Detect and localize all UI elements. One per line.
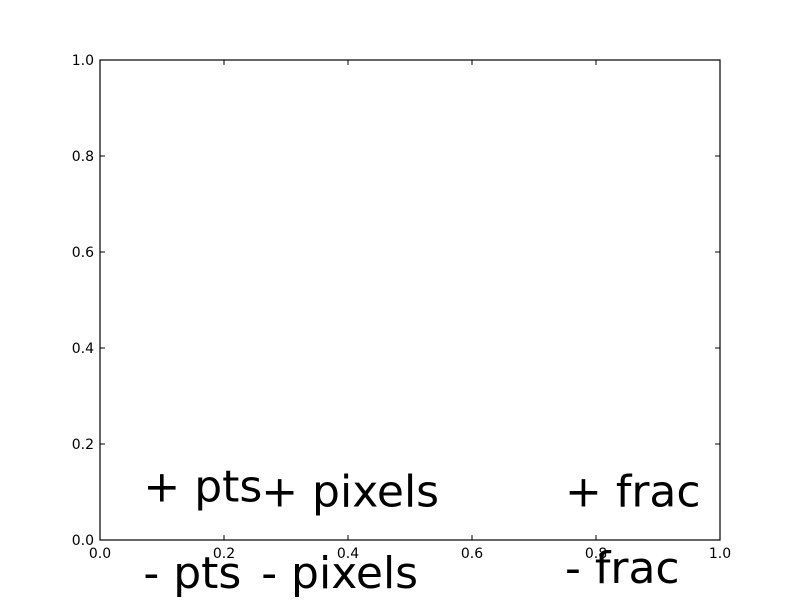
y-tick-label: 0.8 bbox=[72, 149, 94, 165]
y-tick-label: 0.2 bbox=[72, 437, 94, 453]
x-tick-label: 0.2 bbox=[213, 546, 235, 562]
x-tick-label: 0.8 bbox=[585, 546, 607, 562]
x-tick-label: 0.6 bbox=[461, 546, 483, 562]
y-tick-label: 0.6 bbox=[72, 245, 94, 261]
y-tick-label: 0.4 bbox=[72, 341, 94, 357]
annotation-text: + pixels bbox=[261, 466, 439, 517]
annotation-text: + pts bbox=[143, 462, 262, 513]
x-tick-label: 0.4 bbox=[337, 546, 359, 562]
plot-area-frame bbox=[99, 59, 721, 541]
annotation-text: - pixels bbox=[261, 548, 418, 599]
x-tick-label: 1.0 bbox=[709, 546, 731, 562]
annotation-text: - pts bbox=[143, 548, 241, 599]
y-tick-label: 1.0 bbox=[72, 53, 94, 69]
x-tick-label: 0.0 bbox=[89, 546, 111, 562]
annotation-layer: + pts+ pixels + frac - pts - pixels - frac bbox=[143, 462, 700, 599]
y-tick-label: 0.0 bbox=[72, 533, 94, 549]
annotation-text: - frac bbox=[565, 543, 680, 594]
annotation-text: + frac bbox=[565, 466, 701, 517]
